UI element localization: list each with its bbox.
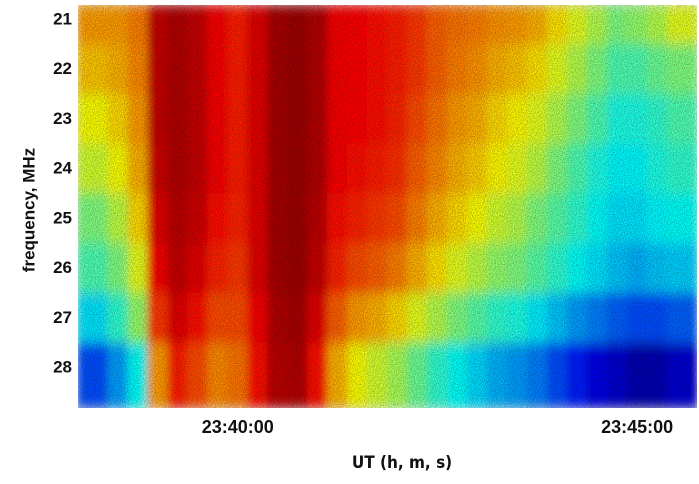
y-tick-label: 23 <box>53 109 72 128</box>
noise-texture <box>78 5 697 408</box>
y-tick-label: 26 <box>53 258 72 277</box>
y-tick-label: 27 <box>53 308 72 327</box>
y-axis-title: frequency, MHz <box>19 148 38 272</box>
y-tick-label: 25 <box>53 208 72 227</box>
y-tick-label: 21 <box>53 9 72 28</box>
y-tick-label: 24 <box>53 159 72 178</box>
plot-area <box>78 5 697 408</box>
x-axis-title: UT (h, m, s) <box>352 453 452 473</box>
y-tick-label: 22 <box>53 59 72 78</box>
x-tick-label: 23:45:00 <box>601 417 673 437</box>
x-tick-label: 23:40:00 <box>202 417 274 437</box>
y-tick-label: 28 <box>53 358 72 377</box>
